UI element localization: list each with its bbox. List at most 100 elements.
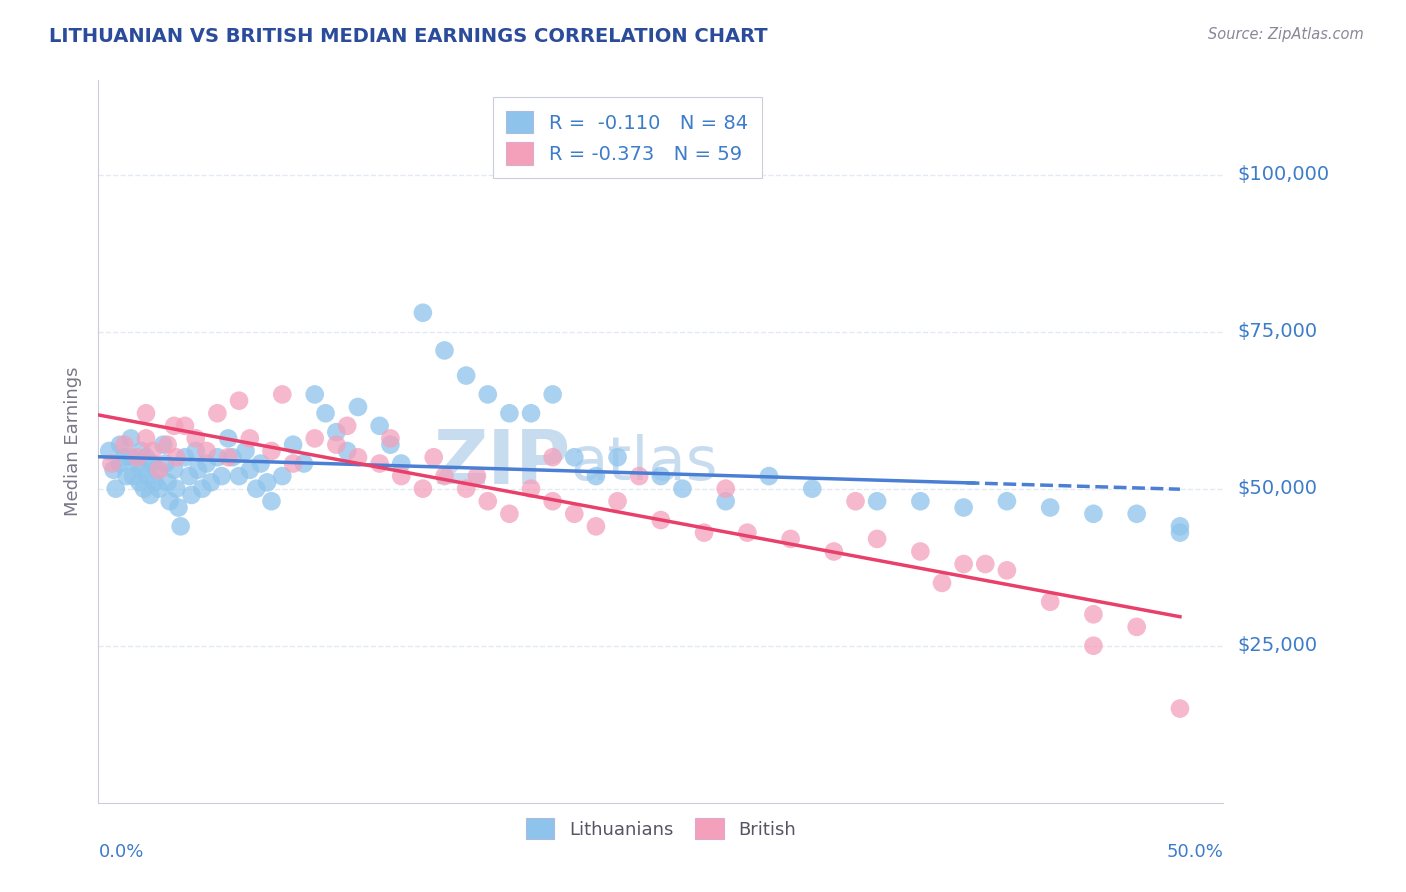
Point	[141, 444, 163, 458]
Point	[112, 450, 135, 465]
Point	[1039, 595, 1062, 609]
Point	[245, 482, 267, 496]
Point	[368, 457, 391, 471]
Point	[585, 469, 607, 483]
Point	[167, 500, 190, 515]
Point	[103, 463, 125, 477]
Point	[844, 494, 866, 508]
Point	[952, 500, 974, 515]
Point	[433, 469, 456, 483]
Point	[650, 513, 672, 527]
Point	[931, 575, 953, 590]
Point	[1083, 607, 1105, 622]
Point	[221, 450, 243, 465]
Point	[159, 494, 181, 508]
Point	[235, 444, 257, 458]
Text: $50,000: $50,000	[1237, 479, 1317, 498]
Point	[995, 563, 1018, 577]
Point	[187, 463, 209, 477]
Point	[456, 482, 478, 496]
Point	[465, 469, 488, 483]
Point	[1168, 519, 1191, 533]
Point	[104, 482, 127, 496]
Point	[336, 418, 359, 433]
Point	[823, 544, 845, 558]
Point	[156, 475, 179, 490]
Point	[1083, 507, 1105, 521]
Point	[520, 406, 543, 420]
Point	[163, 418, 186, 433]
Point	[115, 469, 138, 483]
Point	[325, 438, 347, 452]
Point	[325, 425, 347, 439]
Point	[211, 469, 233, 483]
Point	[135, 431, 157, 445]
Point	[714, 482, 737, 496]
Point	[292, 457, 315, 471]
Point	[281, 438, 304, 452]
Point	[152, 438, 174, 452]
Point	[422, 450, 444, 465]
Point	[155, 457, 177, 471]
Point	[256, 475, 278, 490]
Point	[671, 482, 693, 496]
Point	[606, 450, 628, 465]
Point	[128, 475, 150, 490]
Point	[541, 450, 564, 465]
Point	[304, 431, 326, 445]
Point	[239, 431, 262, 445]
Point	[191, 482, 214, 496]
Point	[135, 450, 157, 465]
Point	[127, 450, 149, 465]
Point	[217, 431, 239, 445]
Point	[141, 457, 163, 471]
Point	[207, 406, 229, 420]
Point	[165, 450, 187, 465]
Point	[143, 475, 166, 490]
Text: ZIP: ZIP	[433, 426, 571, 500]
Text: atlas: atlas	[571, 434, 718, 492]
Point	[132, 482, 155, 496]
Text: LITHUANIAN VS BRITISH MEDIAN EARNINGS CORRELATION CHART: LITHUANIAN VS BRITISH MEDIAN EARNINGS CO…	[49, 27, 768, 45]
Point	[174, 418, 197, 433]
Point	[952, 557, 974, 571]
Point	[562, 450, 585, 465]
Point	[131, 444, 153, 458]
Point	[779, 532, 801, 546]
Point	[163, 463, 186, 477]
Point	[131, 463, 153, 477]
Point	[184, 431, 207, 445]
Point	[217, 450, 239, 465]
Point	[207, 450, 229, 465]
Point	[146, 463, 169, 477]
Point	[866, 532, 889, 546]
Point	[1125, 507, 1147, 521]
Text: $75,000: $75,000	[1237, 322, 1317, 341]
Text: 50.0%: 50.0%	[1167, 843, 1223, 861]
Point	[174, 450, 197, 465]
Point	[336, 444, 359, 458]
Point	[910, 544, 932, 558]
Point	[112, 438, 135, 452]
Point	[389, 457, 412, 471]
Point	[180, 488, 202, 502]
Point	[1168, 525, 1191, 540]
Point	[249, 457, 271, 471]
Point	[866, 494, 889, 508]
Point	[412, 482, 434, 496]
Point	[260, 444, 283, 458]
Point	[477, 494, 499, 508]
Point	[520, 482, 543, 496]
Point	[477, 387, 499, 401]
Point	[304, 387, 326, 401]
Point	[1168, 701, 1191, 715]
Point	[1125, 620, 1147, 634]
Point	[693, 525, 716, 540]
Point	[737, 525, 759, 540]
Point	[281, 457, 304, 471]
Point	[606, 494, 628, 508]
Point	[758, 469, 780, 483]
Point	[169, 519, 191, 533]
Point	[135, 406, 157, 420]
Point	[1039, 500, 1062, 515]
